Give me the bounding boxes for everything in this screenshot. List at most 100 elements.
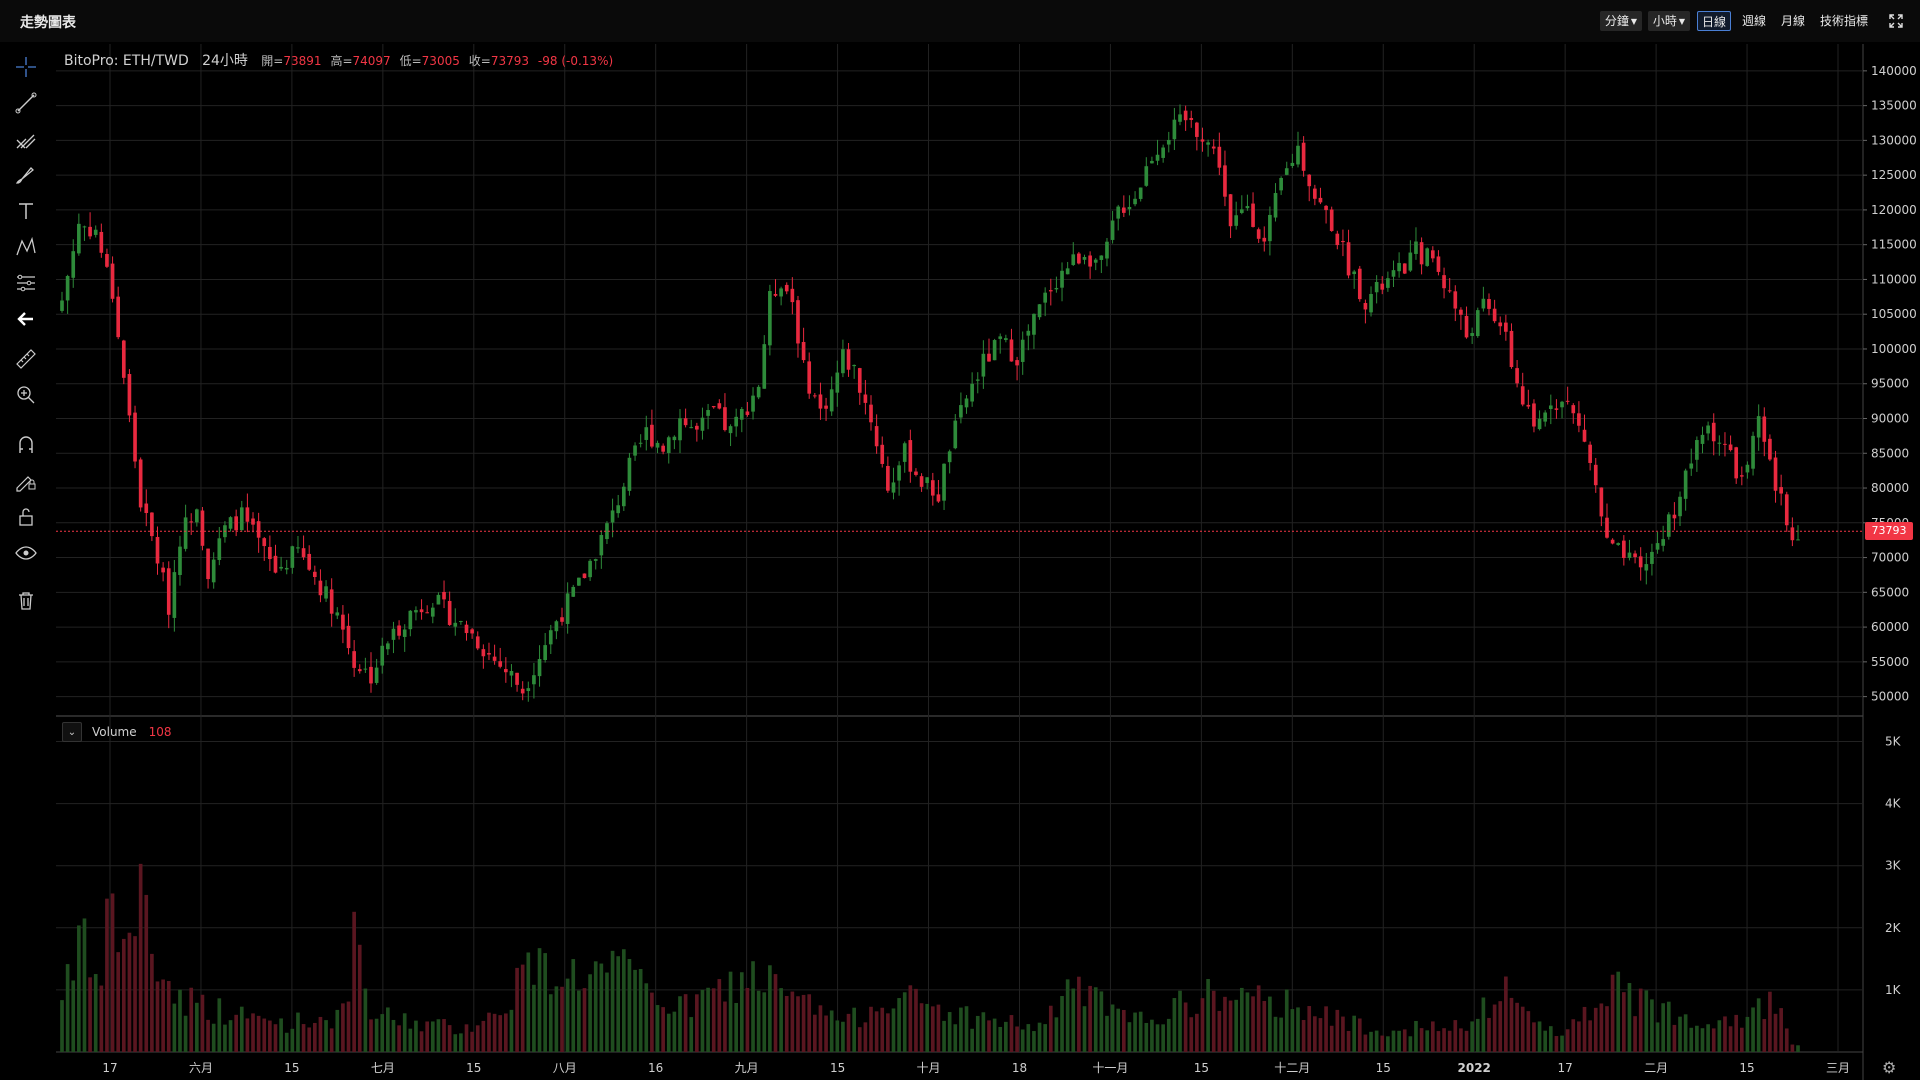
volume-bar — [206, 1019, 210, 1052]
volume-bar — [588, 974, 592, 1052]
volume-bar — [71, 980, 76, 1052]
candle-body — [459, 620, 463, 622]
trend-line-tool[interactable] — [12, 90, 40, 116]
candle-body — [953, 420, 958, 449]
visibility-tool[interactable] — [12, 540, 40, 566]
weekly-button[interactable]: 週線 — [1741, 14, 1766, 28]
fib-tool[interactable] — [12, 270, 40, 296]
volume-bar — [1301, 1019, 1306, 1052]
volume-bar — [1464, 1030, 1469, 1052]
candle-body — [1695, 440, 1699, 460]
volume-bar — [1728, 1026, 1733, 1052]
volume-bar — [543, 953, 547, 1052]
candle-body — [211, 559, 216, 583]
volume-bar — [459, 1033, 463, 1052]
price-tick-label: 80000 — [1871, 481, 1909, 495]
candle-body — [1183, 110, 1188, 121]
volume-bar — [133, 936, 137, 1052]
monthly-button[interactable]: 月線 — [1780, 14, 1805, 28]
minutes-dropdown[interactable]: 分鐘 ▼ — [1600, 11, 1642, 31]
volume-bar — [1751, 1007, 1755, 1052]
volume-bar — [138, 863, 143, 1052]
volume-bar — [1009, 1015, 1014, 1052]
volume-bar — [1363, 1034, 1368, 1052]
candle-body — [515, 672, 519, 685]
volume-bar — [1335, 1009, 1340, 1052]
candle-body — [1346, 242, 1351, 276]
candle-body — [492, 656, 497, 661]
open-value: 73891 — [283, 54, 322, 68]
candle-body — [914, 471, 918, 475]
fullscreen-button[interactable] — [1884, 11, 1908, 31]
candle-body — [1768, 438, 1772, 460]
candle-body — [82, 226, 87, 228]
candle-body — [1537, 418, 1542, 430]
candle-body — [768, 291, 772, 346]
volume-bar — [1683, 1014, 1688, 1052]
candle-body — [93, 229, 98, 235]
candle-body — [1661, 539, 1665, 546]
volume-bar — [1155, 1024, 1160, 1052]
brush-tool[interactable] — [12, 162, 40, 188]
candle-body — [1195, 122, 1199, 137]
drawing-toolbar — [0, 42, 52, 1080]
crosshair-tool[interactable] — [12, 54, 40, 80]
lock-drawing-tool[interactable] — [12, 468, 40, 494]
candle-body — [318, 580, 323, 596]
volume-bar — [1313, 1016, 1317, 1052]
volume-bar — [756, 990, 761, 1052]
volume-bar — [981, 1012, 986, 1052]
volume-bar — [1470, 1021, 1474, 1052]
price-tick-label: 135000 — [1871, 99, 1917, 113]
candle-body — [1571, 405, 1576, 414]
candle-body — [1419, 242, 1424, 265]
candle-body — [565, 593, 570, 624]
trend-line-icon — [15, 92, 37, 114]
ruler-tool[interactable] — [12, 346, 40, 372]
candle-body — [1026, 330, 1031, 336]
volume-bar — [1666, 1001, 1671, 1052]
volume-bar — [1071, 988, 1076, 1052]
volume-bar — [723, 1001, 727, 1052]
pattern-tool[interactable] — [12, 234, 40, 260]
chevron-down-icon: ▼ — [1678, 17, 1686, 26]
price-tick-label: 120000 — [1871, 203, 1917, 217]
volume-bar — [745, 987, 750, 1052]
volume-bar — [1341, 1016, 1345, 1052]
candle-body — [1554, 408, 1559, 410]
candle-body — [1414, 241, 1418, 254]
volume-bar — [1329, 1025, 1334, 1052]
volume-bar — [234, 1014, 238, 1052]
candle-body — [863, 394, 868, 403]
volume-bar — [908, 985, 913, 1052]
back-tool[interactable] — [12, 306, 40, 332]
text-tool[interactable] — [12, 198, 40, 224]
hours-dropdown[interactable]: 小時 ▼ — [1648, 11, 1690, 31]
zoom-in-tool[interactable] — [12, 382, 40, 408]
candle-body — [1487, 299, 1491, 309]
settings-gear-icon[interactable]: ⚙ — [1882, 1058, 1897, 1077]
candle-body — [464, 624, 469, 634]
candle-body — [453, 622, 458, 627]
candle-body — [268, 546, 272, 560]
volume-bar — [256, 1015, 261, 1052]
indicators-button[interactable]: 技術指標 — [1819, 14, 1868, 28]
daily-button[interactable]: 日線 — [1697, 11, 1731, 31]
candle-body — [335, 612, 340, 616]
volume-bar — [88, 977, 92, 1052]
candle-body — [391, 628, 396, 640]
unlock-tool[interactable] — [12, 504, 40, 530]
candle-body — [1020, 339, 1025, 362]
pitchfork-tool[interactable] — [12, 126, 40, 152]
volume-bar — [127, 932, 132, 1052]
candle-body — [1548, 405, 1553, 410]
candle-body — [1560, 401, 1564, 408]
delete-tool[interactable] — [12, 588, 40, 614]
candle-body — [852, 364, 856, 367]
volume-bar — [621, 949, 626, 1052]
candle-body — [436, 594, 441, 605]
magnet-tool[interactable] — [12, 432, 40, 458]
volume-bar — [268, 1020, 272, 1052]
collapse-volume-button[interactable]: ⌄ — [62, 722, 82, 742]
